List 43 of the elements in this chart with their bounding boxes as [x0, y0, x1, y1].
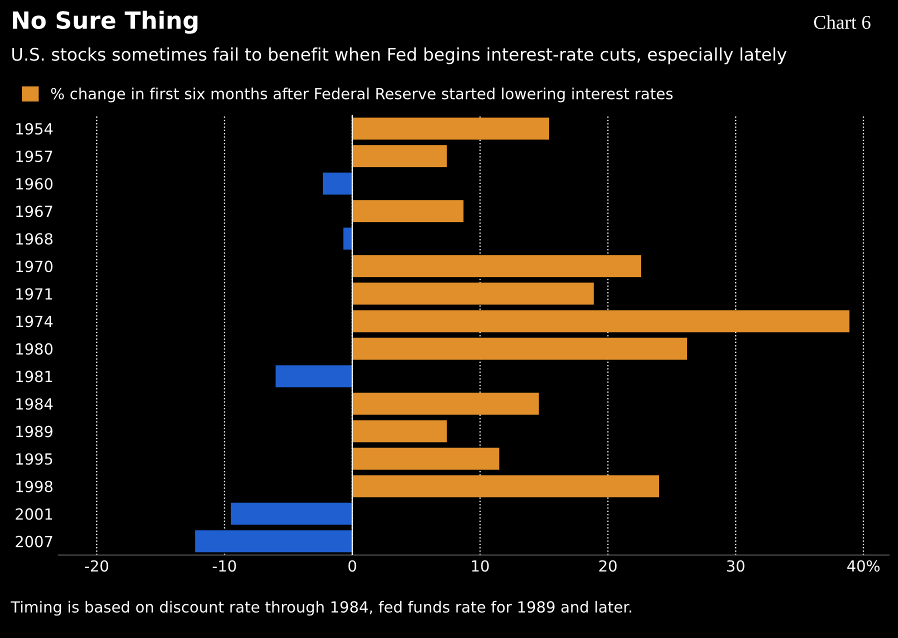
y-tick-label: 1981: [16, 370, 52, 382]
chart-subtitle: U.S. stocks sometimes fail to benefit when Fed begins interest-rate cuts, especially lately: [12, 47, 787, 64]
y-tick-label: 1989: [16, 426, 52, 438]
bar: [352, 392, 539, 415]
bar: [352, 310, 850, 332]
bar: [230, 502, 352, 525]
y-tick-label: 1954: [16, 123, 53, 135]
x-tick-label: 10: [472, 560, 489, 572]
y-tick-label: 1970: [16, 260, 52, 272]
text: Timing is based on discount rate through 1984, fed funds rate for 1989 and later.: [10, 600, 632, 616]
y-tick-label: 1980: [16, 343, 52, 355]
y-tick-label: 1984: [16, 398, 53, 410]
bar: [352, 282, 594, 305]
y-tick-label: 1957: [16, 150, 52, 162]
y-tick-label: 1995: [16, 453, 52, 465]
bar: [352, 448, 500, 470]
bar: [352, 145, 447, 168]
y-tick-label: 1967: [16, 206, 52, 218]
y-tick-label: 1998: [16, 480, 52, 492]
bar: [352, 118, 550, 140]
legend-label: % change in first six months after Federal Reserve started lowering interest rates: [51, 88, 673, 102]
y-tick-label: 1968: [16, 233, 52, 245]
bar: [352, 420, 447, 442]
x-tick-label: 0: [348, 560, 356, 572]
bar: [352, 255, 642, 278]
bar: [195, 530, 352, 552]
x-tick-label: 30: [727, 560, 744, 572]
y-tick-label: 1971: [16, 288, 52, 300]
x-tick-label: 40%: [847, 560, 880, 572]
caption: Chart 6: [814, 15, 870, 29]
x-tick-label: -10: [212, 560, 236, 572]
y-tick-label: 2007: [16, 536, 52, 548]
bar: [352, 338, 688, 360]
bar: [352, 200, 464, 222]
y-tick-label: 2001: [16, 508, 52, 520]
bar: [276, 365, 352, 388]
x-tick-label: 20: [599, 560, 617, 572]
y-tick-label: 1974: [16, 316, 53, 328]
y-tick-label: 1960: [16, 178, 52, 190]
chart-title: No Sure Thing: [12, 10, 198, 34]
bar: [352, 475, 659, 498]
bar: [322, 172, 352, 195]
x-tick-label: -20: [84, 560, 108, 572]
